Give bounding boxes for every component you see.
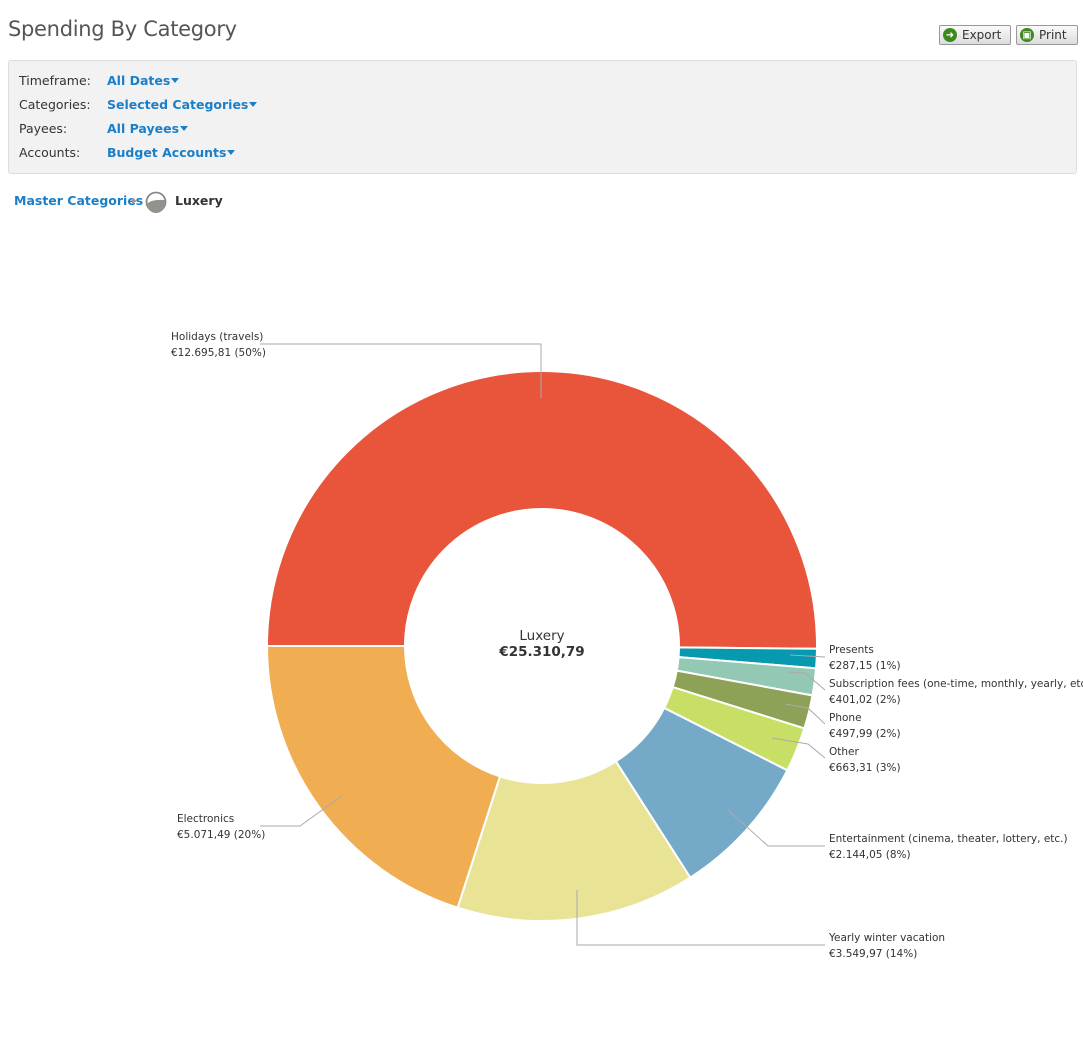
- slice-label: Other €663,31 (3%): [829, 744, 901, 776]
- leader-line: [576, 890, 825, 946]
- donut-slice-6[interactable]: [456, 760, 692, 922]
- filter-label: Timeframe:: [19, 73, 91, 88]
- slice-label-name: Yearly winter vacation: [829, 932, 946, 944]
- breadcrumb-separator-icon: [132, 198, 137, 204]
- export-button[interactable]: ➜ Export: [939, 25, 1011, 45]
- slice-label: Presents €287,15 (1%): [829, 642, 901, 674]
- filter-panel: Timeframe: All Dates Categories: Selected …: [8, 60, 1077, 174]
- arrow-right-icon: ➜: [943, 28, 957, 42]
- export-label: Export: [962, 28, 1002, 42]
- filter-label: Categories:: [19, 97, 91, 112]
- slice-label-name: Presents: [829, 644, 874, 656]
- slice-label-name: Holidays (travels): [171, 331, 264, 343]
- slice-label: Electronics €5.071,49 (20%): [177, 811, 265, 843]
- slice-label-name: Subscription fees (one-time, monthly, ye…: [829, 678, 1083, 690]
- slice-label-value: €663,31 (3%): [829, 762, 901, 774]
- filter-label: Accounts:: [19, 145, 81, 160]
- leader-line: [787, 671, 826, 691]
- pie-chart-icon: [145, 191, 167, 213]
- page-title: Spending By Category: [8, 17, 237, 41]
- slice-label: Phone €497,99 (2%): [829, 710, 901, 742]
- slice-label-name: Phone: [829, 712, 862, 724]
- accounts-dropdown[interactable]: Budget Accounts: [107, 145, 235, 160]
- donut-slice-0[interactable]: [265, 370, 818, 650]
- donut-center: Luxery €25.310,79: [442, 628, 642, 660]
- slice-label-name: Entertainment (cinema, theater, lottery,…: [829, 833, 1068, 845]
- slice-label-value: €2.144,05 (8%): [829, 849, 911, 861]
- slice-label-value: €497,99 (2%): [829, 728, 901, 740]
- slice-label: Holidays (travels) €12.695,81 (50%): [171, 329, 266, 361]
- center-label: Luxery: [519, 628, 565, 644]
- breadcrumb-current: Luxery: [175, 193, 223, 208]
- slice-label: Subscription fees (one-time, monthly, ye…: [829, 676, 1083, 708]
- slice-label-name: Electronics: [177, 813, 235, 825]
- leader-line: [784, 703, 826, 725]
- center-total: €25.310,79: [499, 644, 585, 660]
- breadcrumb-master-categories[interactable]: Master Categories: [14, 193, 144, 208]
- filter-label: Payees:: [19, 121, 68, 136]
- payees-dropdown[interactable]: All Payees: [107, 121, 188, 136]
- leader-line: [789, 654, 826, 658]
- leader-line: [260, 343, 542, 398]
- slice-label-value: €401,02 (2%): [829, 694, 901, 706]
- slice-label-name: Other: [829, 746, 859, 758]
- slice-label: Entertainment (cinema, theater, lottery,…: [829, 831, 1068, 863]
- slice-label-value: €287,15 (1%): [829, 660, 901, 672]
- printer-icon: ▣: [1020, 28, 1034, 42]
- timeframe-dropdown[interactable]: All Dates: [107, 73, 179, 88]
- donut-slice-7[interactable]: [265, 645, 502, 909]
- print-label: Print: [1039, 28, 1067, 42]
- slice-label-value: €12.695,81 (50%): [171, 347, 266, 359]
- slice-label-value: €5.071,49 (20%): [177, 829, 266, 841]
- slice-label: Yearly winter vacation €3.549,97 (14%): [829, 930, 945, 962]
- print-button[interactable]: ▣ Print: [1016, 25, 1078, 45]
- leader-line: [260, 794, 344, 827]
- leader-line: [727, 809, 825, 847]
- leader-line: [771, 737, 826, 759]
- slice-label-value: €3.549,97 (14%): [829, 948, 918, 960]
- categories-dropdown[interactable]: Selected Categories: [107, 97, 257, 112]
